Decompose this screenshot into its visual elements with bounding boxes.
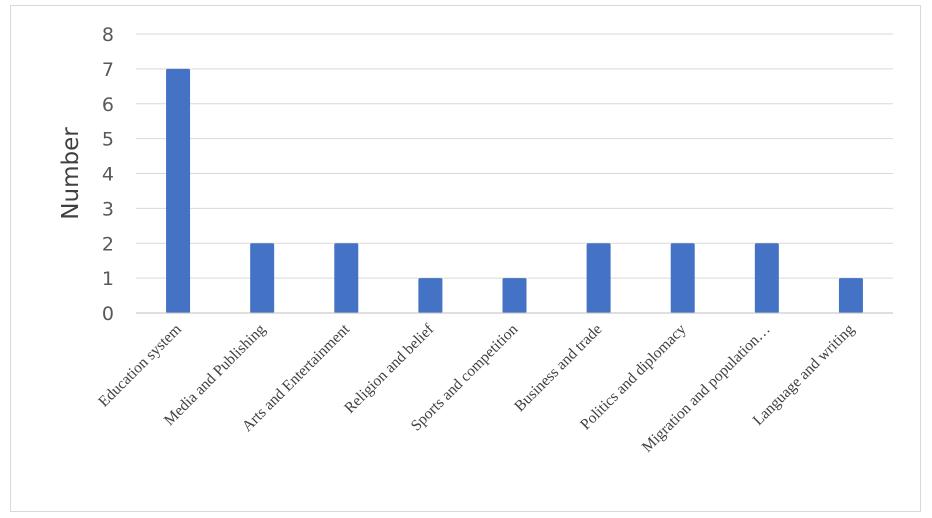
y-tick-label: 3 (102, 198, 114, 220)
y-tick-label: 4 (102, 164, 114, 186)
y-tick-label: 6 (102, 94, 114, 116)
bar (334, 243, 359, 313)
bar (754, 243, 779, 313)
y-tick-labels: 0 1 2 3 4 5 6 7 8 (102, 24, 114, 325)
y-tick-label: 8 (102, 24, 114, 46)
x-category-label: Religion and belief (341, 320, 438, 417)
y-tick-label: 0 (102, 303, 114, 325)
x-category-label: Education system (95, 321, 185, 411)
bar (418, 278, 443, 313)
y-tick-label: 5 (102, 129, 114, 151)
bar (586, 243, 611, 313)
y-tick-label: 2 (102, 233, 114, 255)
bar (502, 278, 527, 313)
bars (166, 68, 863, 313)
y-tick-label: 1 (102, 268, 114, 290)
gridlines (136, 33, 893, 279)
bar (250, 243, 275, 313)
bar (838, 278, 863, 313)
bar (670, 243, 695, 313)
y-tick-label: 7 (102, 59, 114, 81)
y-axis-title: Number (58, 127, 84, 220)
x-category-label: Business and trade (511, 321, 605, 415)
bar (166, 68, 191, 313)
